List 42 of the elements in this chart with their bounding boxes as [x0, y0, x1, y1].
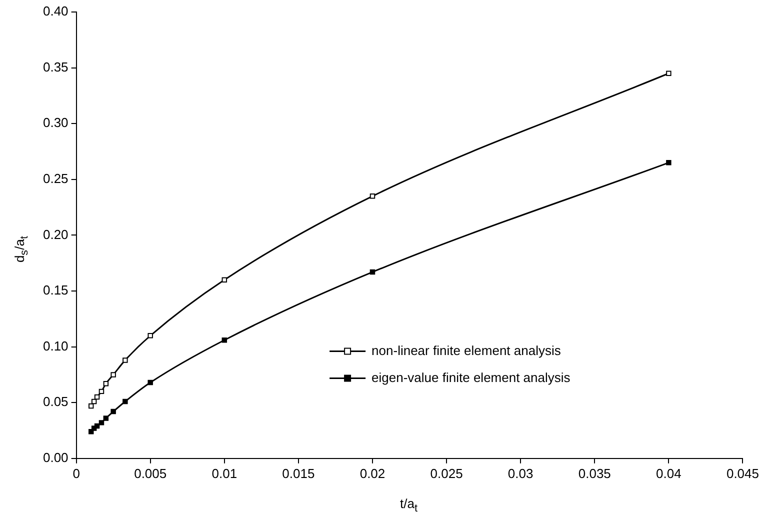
x-tick-label: 0.005: [134, 466, 167, 481]
point: [98, 420, 104, 426]
point: [94, 423, 100, 429]
point: [222, 277, 228, 282]
y-tick-label: 0.35: [42, 59, 68, 74]
y-tick-label: 0.00: [42, 450, 68, 465]
legend-label: eigen-value finite element analysis: [372, 370, 571, 385]
point: [103, 381, 109, 386]
y-tick-label: 0.25: [42, 170, 68, 186]
point: [94, 394, 100, 400]
legend-label: non-linear finite element analysis: [372, 342, 562, 358]
x-tick-label: 0.045: [726, 466, 760, 481]
x-tick-label: 0.015: [282, 466, 315, 481]
y-tick-label: 0.40: [42, 4, 68, 19]
y-tick-label: 0.10: [42, 338, 68, 354]
x-axis-title: t/a$_{t}$: [400, 496, 418, 515]
point: [122, 398, 128, 404]
point: [666, 70, 672, 76]
y-tick-label: 0.30: [42, 115, 68, 130]
point: [110, 372, 116, 378]
x-tick-label: 0.025: [430, 466, 463, 481]
x-tick-label: 0.04: [656, 466, 682, 481]
x-tick-label: 0.01: [212, 466, 238, 481]
point: [370, 269, 376, 275]
x-tick-label: 0.02: [360, 466, 386, 481]
x-tick-label: 0.035: [578, 466, 611, 481]
x-tick-label: 0: [72, 466, 80, 481]
y-tick-label: 0.20: [42, 226, 68, 242]
point: [98, 388, 104, 394]
y-tick-label: 0.15: [42, 282, 68, 298]
point: [148, 380, 153, 386]
point: [88, 403, 94, 409]
point: [103, 416, 109, 421]
point: [91, 398, 97, 404]
point: [122, 358, 128, 363]
point: [666, 160, 672, 166]
point: [148, 333, 153, 338]
y-tick-label: 0.05: [42, 394, 68, 410]
point: [110, 408, 116, 414]
x-tick-label: 0.03: [508, 466, 534, 481]
point: [370, 194, 376, 199]
point: [222, 337, 228, 343]
